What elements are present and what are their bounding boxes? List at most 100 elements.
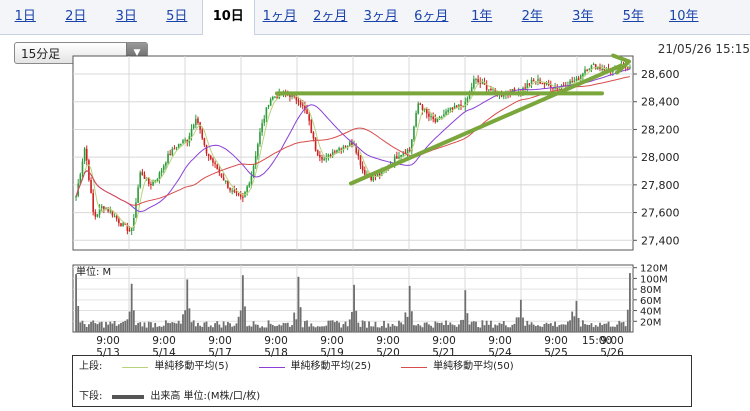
tab-4[interactable]: 10日 bbox=[202, 0, 255, 35]
tab-10[interactable]: 2年 bbox=[521, 9, 543, 24]
candle-body bbox=[586, 70, 588, 72]
legend-ma50-label: 単純移動平均(50) bbox=[433, 361, 514, 372]
tab-12[interactable]: 5年 bbox=[622, 9, 644, 24]
volume-bar bbox=[558, 325, 561, 332]
candle-body bbox=[545, 82, 548, 85]
ma25-line bbox=[75, 68, 630, 213]
candle-body bbox=[310, 120, 313, 133]
volume-bar bbox=[269, 323, 272, 332]
candle-body bbox=[297, 100, 300, 102]
volume-bar bbox=[545, 322, 548, 332]
tab-0[interactable]: 1日 bbox=[14, 9, 36, 24]
x-tick-time-label: 9:00 bbox=[208, 335, 232, 347]
candle-body bbox=[109, 210, 112, 212]
candle-body bbox=[173, 148, 176, 150]
volume-bar bbox=[122, 321, 125, 332]
tab-7[interactable]: 3ヶ月 bbox=[363, 9, 398, 24]
period-tabs: 1日 2日 3日 5日 10日 1ヶ月 2ヶ月 3ヶ月 6ヶ月 1年 2年 3年 5年 10年 bbox=[0, 0, 750, 35]
volume-bar bbox=[224, 325, 227, 332]
volume-bars bbox=[75, 273, 631, 332]
volume-bar bbox=[603, 323, 606, 332]
volume-bar bbox=[252, 321, 255, 332]
volume-bar bbox=[301, 327, 304, 332]
volume-bar bbox=[442, 325, 445, 332]
x-tick-time-label: 15:00 bbox=[582, 335, 612, 347]
candle-body bbox=[81, 161, 84, 174]
x-tick-date-label: 5/21 bbox=[432, 347, 456, 359]
volume-bar bbox=[130, 283, 133, 332]
candle-body bbox=[549, 84, 552, 89]
candle-body bbox=[195, 119, 197, 125]
candle-body bbox=[205, 145, 208, 154]
volume-bar bbox=[308, 326, 311, 332]
volume-bar bbox=[626, 309, 629, 332]
candle-body bbox=[443, 114, 445, 117]
candle-body bbox=[378, 173, 381, 176]
candle-body bbox=[348, 142, 351, 147]
tab-8[interactable]: 6ヶ月 bbox=[414, 9, 449, 24]
volume-bar bbox=[192, 320, 195, 332]
candle-body bbox=[526, 83, 529, 89]
volume-bar bbox=[357, 322, 360, 332]
candle-body bbox=[250, 175, 253, 184]
volume-bar bbox=[532, 324, 535, 332]
candle-body bbox=[139, 172, 142, 188]
volume-bar bbox=[575, 300, 578, 332]
tab-11[interactable]: 3年 bbox=[572, 9, 594, 24]
volume-bar bbox=[490, 320, 492, 332]
tab-6[interactable]: 2ヶ月 bbox=[313, 9, 348, 24]
volume-bar bbox=[417, 324, 420, 332]
price-y-tick-label: 27,600 bbox=[641, 207, 680, 220]
tab-3[interactable]: 5日 bbox=[166, 9, 188, 24]
volume-bar bbox=[415, 325, 417, 332]
candle-body bbox=[263, 118, 266, 123]
candle-body bbox=[98, 208, 101, 215]
candle-body bbox=[323, 158, 325, 161]
volume-bar bbox=[605, 323, 608, 332]
candle-body bbox=[252, 165, 255, 177]
candle-body bbox=[440, 117, 443, 119]
volume-bar bbox=[502, 321, 505, 332]
volume-bar bbox=[528, 324, 531, 332]
candle-body bbox=[152, 181, 154, 186]
candle-body bbox=[490, 88, 492, 91]
candle-body bbox=[212, 158, 214, 163]
candle-body bbox=[473, 79, 475, 88]
candle-body bbox=[293, 95, 296, 97]
candle-body bbox=[543, 83, 546, 85]
volume-bar bbox=[297, 276, 300, 332]
volume-bar bbox=[227, 321, 229, 332]
ma5-line bbox=[75, 65, 630, 229]
volume-bar bbox=[77, 305, 80, 332]
candle-body bbox=[419, 103, 422, 105]
tab-2[interactable]: 3日 bbox=[115, 9, 137, 24]
tab-13[interactable]: 10年 bbox=[668, 9, 699, 24]
volume-bar bbox=[310, 323, 313, 332]
candle-body bbox=[314, 137, 317, 151]
tab-9[interactable]: 1年 bbox=[471, 9, 493, 24]
candle-body bbox=[115, 216, 118, 219]
volume-bar bbox=[107, 324, 110, 332]
volume-bar bbox=[137, 322, 139, 332]
volume-bar bbox=[449, 322, 452, 332]
candle-body bbox=[475, 79, 477, 81]
candle-body bbox=[629, 67, 631, 69]
candle-body bbox=[370, 175, 372, 181]
volume-bar bbox=[460, 320, 462, 332]
candle-body bbox=[573, 80, 576, 82]
volume-bar bbox=[115, 325, 118, 332]
volume-bar bbox=[331, 320, 334, 332]
volume-bar bbox=[81, 320, 84, 332]
volume-bar bbox=[573, 316, 576, 332]
tab-1[interactable]: 2日 bbox=[65, 9, 87, 24]
candle-body bbox=[530, 79, 533, 84]
volume-bar bbox=[361, 320, 364, 332]
volume-bar bbox=[248, 325, 251, 332]
candle-body bbox=[100, 206, 103, 208]
candle-body bbox=[417, 103, 420, 114]
volume-bar bbox=[419, 325, 422, 332]
candle-body bbox=[291, 94, 293, 98]
candle-body bbox=[575, 78, 578, 81]
volume-bar bbox=[440, 322, 443, 332]
tab-5[interactable]: 1ヶ月 bbox=[262, 9, 297, 24]
